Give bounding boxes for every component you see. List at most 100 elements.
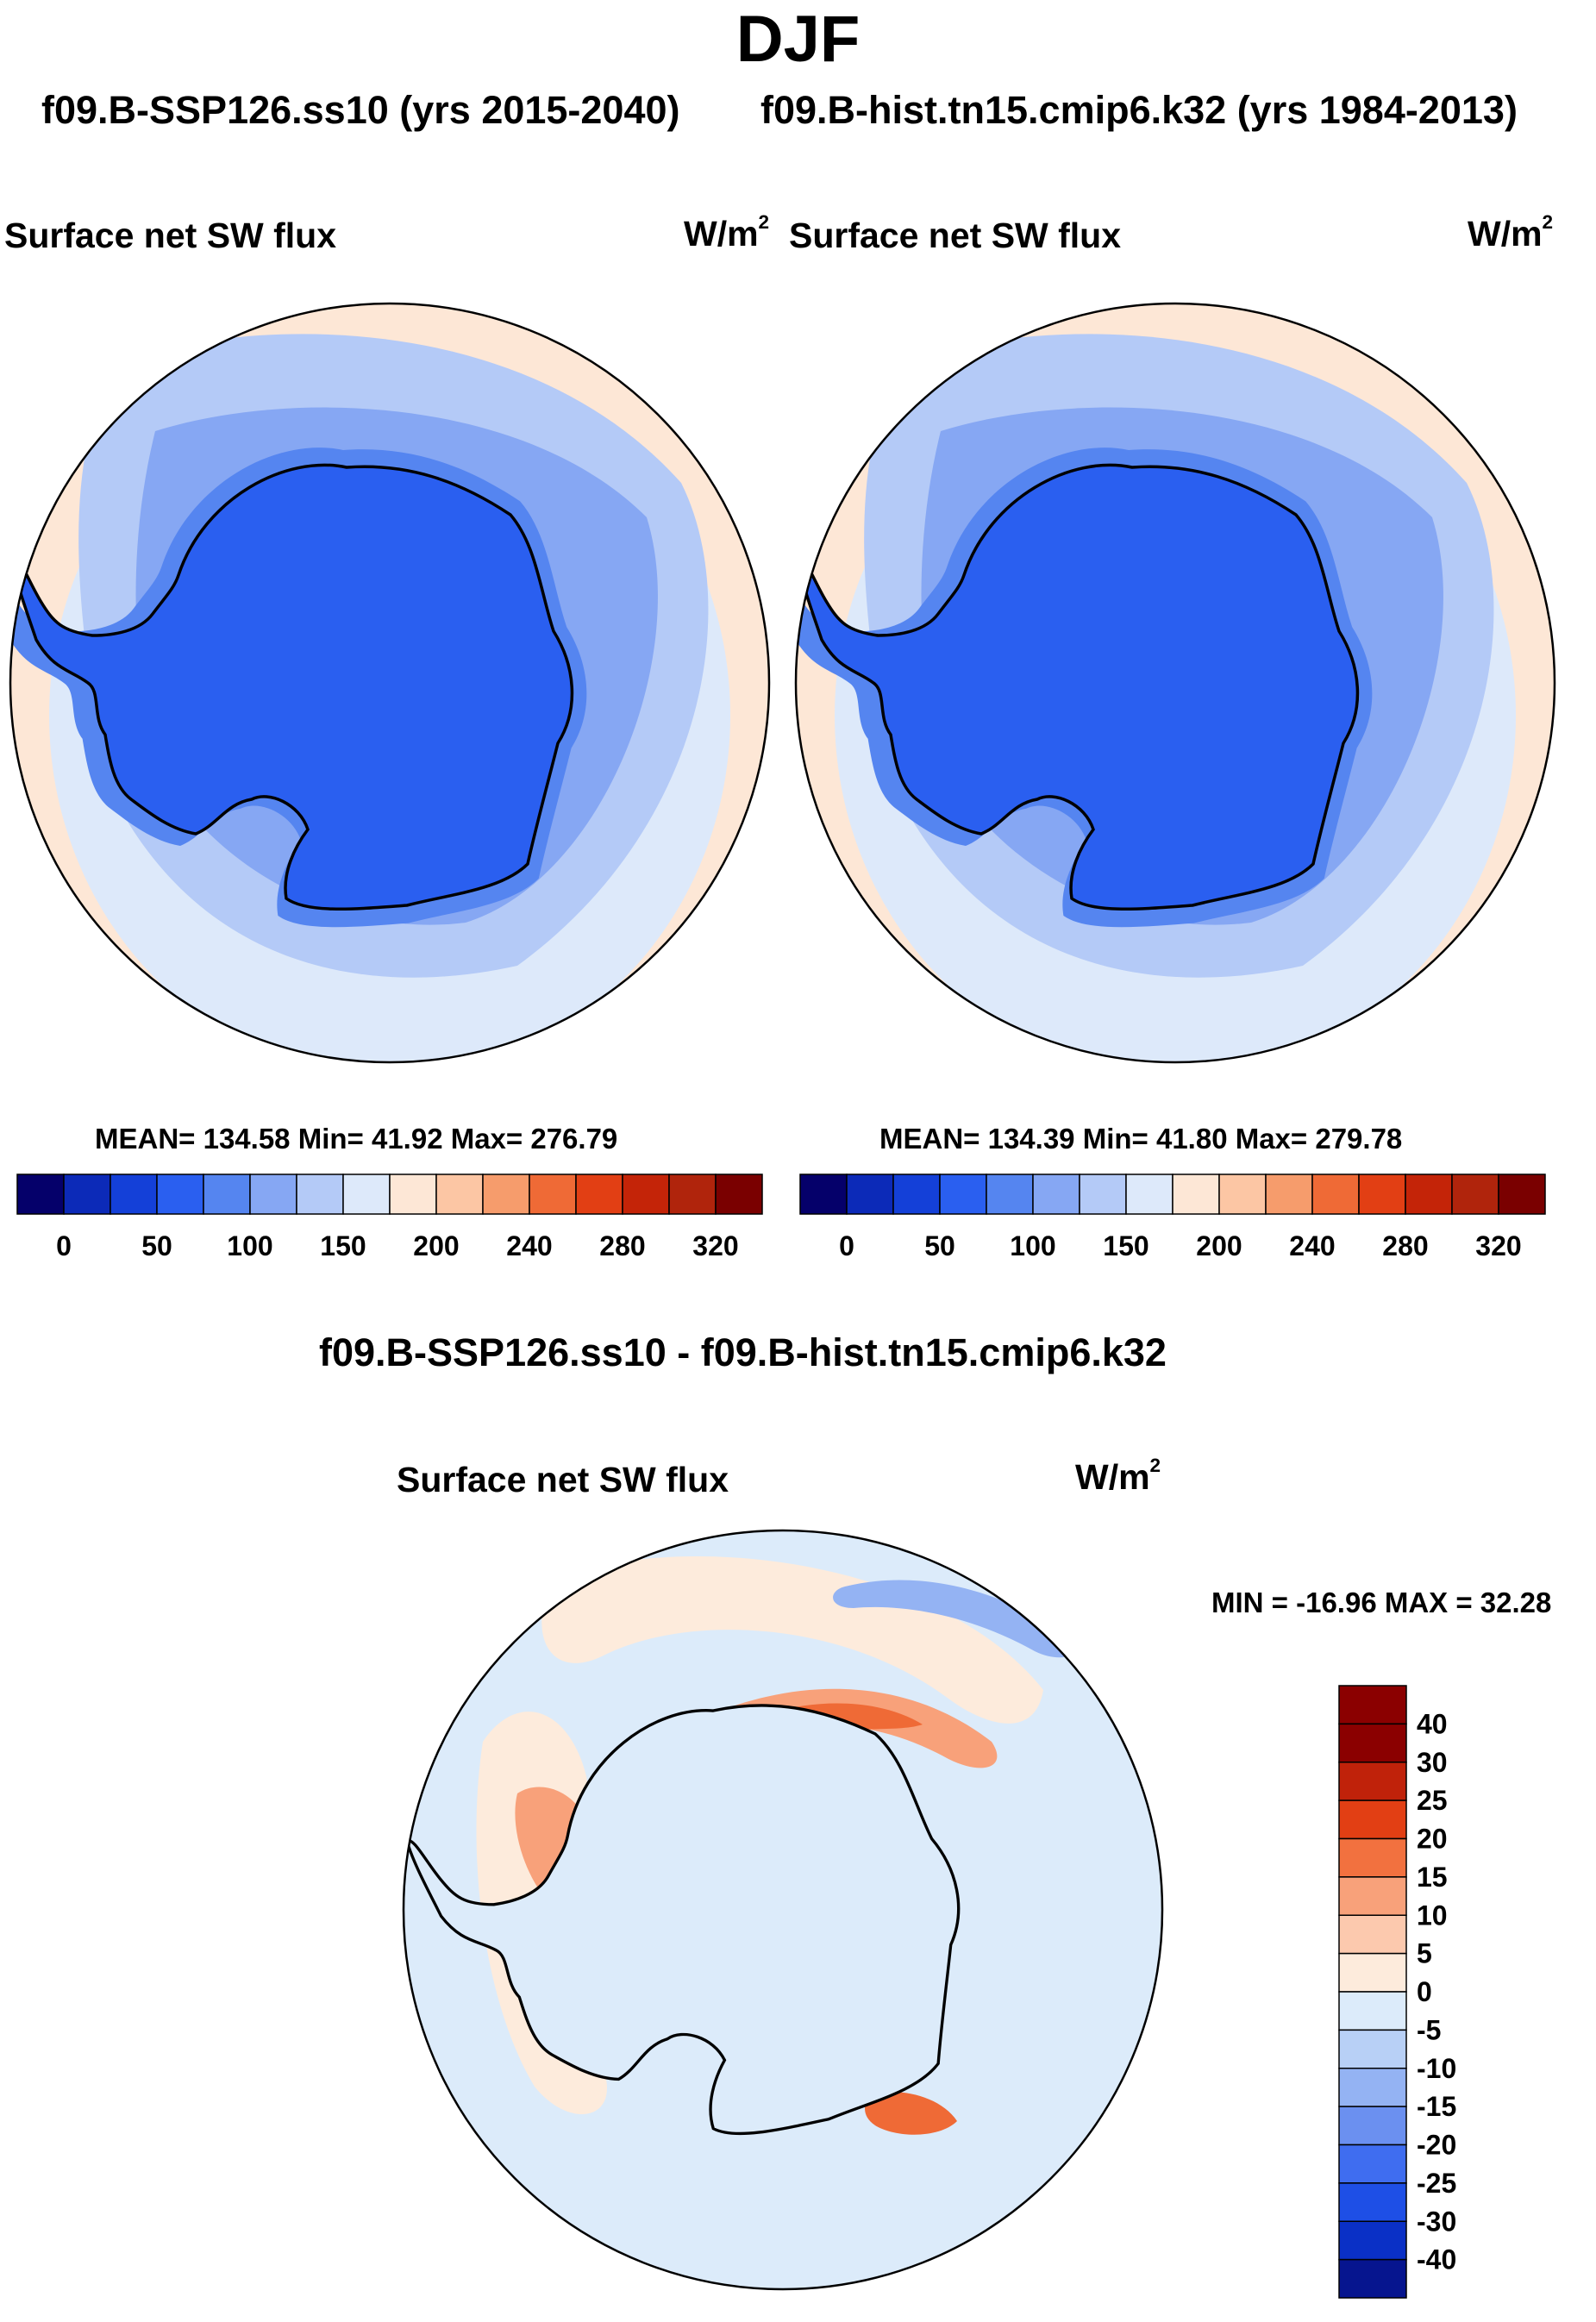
diff-colorbar-tick-label: 5 bbox=[1417, 1938, 1432, 1969]
right-colorbar-cell bbox=[846, 1174, 894, 1215]
left-colorbar-tick-label: 200 bbox=[413, 1230, 459, 1261]
right-colorbar-cell bbox=[1079, 1174, 1127, 1215]
diff-colorbar-cell bbox=[1338, 2258, 1407, 2299]
left-colorbar-cell bbox=[715, 1174, 763, 1215]
left-colorbar-cell bbox=[435, 1174, 484, 1215]
right-colorbar-cell bbox=[1358, 1174, 1406, 1215]
left-colorbar: 0 50 100 150 200 240 280 320 bbox=[16, 1174, 763, 1261]
right-stats: MEAN= 134.39 Min= 41.80 Max= 279.78 bbox=[879, 1123, 1403, 1155]
diff-title: f09.B-SSP126.ss10 - f09.B-hist.tn15.cmip… bbox=[319, 1330, 1167, 1374]
right-colorbar-tick-label: 280 bbox=[1382, 1230, 1428, 1261]
diff-colorbar-tick-label: 40 bbox=[1417, 1708, 1448, 1739]
diff-units-label: W/m2 bbox=[1075, 1454, 1161, 1497]
right-units-label: W/m2 bbox=[1468, 210, 1554, 253]
left-colorbar-cell bbox=[342, 1174, 391, 1215]
diff-colorbar-cell bbox=[1338, 1952, 1407, 1993]
left-units-label: W/m2 bbox=[684, 210, 770, 253]
diff-polar-map bbox=[402, 1529, 1164, 2291]
right-variable-label: Surface net SW flux bbox=[789, 216, 1122, 255]
right-colorbar-tick-label: 50 bbox=[924, 1230, 955, 1261]
diff-colorbar-tick-label: 25 bbox=[1417, 1785, 1448, 1816]
right-polar-map bbox=[794, 302, 1556, 1064]
diff-colorbar-tick-label: -30 bbox=[1417, 2206, 1456, 2237]
diff-colorbar-cell bbox=[1338, 1723, 1407, 1763]
diff-colorbar-cell bbox=[1338, 1876, 1407, 1916]
diff-variable-label: Surface net SW flux bbox=[397, 1460, 729, 1499]
left-variable-label: Surface net SW flux bbox=[4, 216, 337, 255]
right-colorbar-cell bbox=[1032, 1174, 1080, 1215]
diff-colorbar-tick-label: -15 bbox=[1417, 2091, 1456, 2122]
diff-colorbar-tick-label: 0 bbox=[1417, 1976, 1432, 2007]
left-colorbar-cell bbox=[296, 1174, 344, 1215]
diff-colorbar-cell bbox=[1338, 1837, 1407, 1878]
diff-colorbar-tick-label: 10 bbox=[1417, 1900, 1448, 1931]
diff-colorbar-tick-label: 20 bbox=[1417, 1824, 1448, 1855]
right-colorbar-tick-label: 200 bbox=[1196, 1230, 1242, 1261]
diff-colorbar-cell bbox=[1338, 1914, 1407, 1955]
right-colorbar-cell bbox=[1405, 1174, 1453, 1215]
left-colorbar-cell bbox=[16, 1174, 65, 1215]
right-colorbar-tick-label: 0 bbox=[839, 1230, 854, 1261]
diff-colorbar-cell bbox=[1338, 1799, 1407, 1840]
left-colorbar-tick-label: 240 bbox=[506, 1230, 552, 1261]
right-colorbar-cell bbox=[1218, 1174, 1267, 1215]
left-colorbar-tick-label: 280 bbox=[599, 1230, 645, 1261]
left-colorbar-cell bbox=[249, 1174, 297, 1215]
diff-colorbar-cell bbox=[1338, 1685, 1407, 1725]
diff-colorbar-tick-label: -40 bbox=[1417, 2244, 1456, 2275]
left-map-fill bbox=[10, 304, 769, 1062]
diff-colorbar-cell bbox=[1338, 2144, 1407, 2184]
diff-colorbar-tick-label: -25 bbox=[1417, 2168, 1456, 2199]
diff-map-frame bbox=[402, 1529, 1164, 2291]
left-colorbar-cell bbox=[389, 1174, 437, 1215]
left-colorbar-cell bbox=[575, 1174, 623, 1215]
diff-colorbar-tick-label: 15 bbox=[1417, 1862, 1448, 1893]
left-colorbar-tick-label: 0 bbox=[56, 1230, 72, 1261]
diff-colorbar: 40 30 25 20 15 10 5 0 -5 -10 -15 -20 -25 -30 -40 bbox=[1338, 1685, 1456, 2299]
diff-colorbar-cell bbox=[1338, 2106, 1407, 2146]
right-colorbar-tick-label: 320 bbox=[1475, 1230, 1521, 1261]
left-colorbar-tick-label: 320 bbox=[692, 1230, 738, 1261]
right-colorbar-tick-label: 100 bbox=[1010, 1230, 1055, 1261]
left-colorbar-tick-label: 100 bbox=[227, 1230, 272, 1261]
right-colorbar-cell bbox=[986, 1174, 1034, 1215]
left-map-frame bbox=[9, 302, 771, 1064]
left-colorbar-cell bbox=[529, 1174, 577, 1215]
left-colorbar-cell bbox=[482, 1174, 530, 1215]
left-colorbar-tick-label: 150 bbox=[320, 1230, 366, 1261]
right-colorbar-cell bbox=[799, 1174, 848, 1215]
right-colorbar: 0 50 100 150 200 240 280 320 bbox=[799, 1174, 1546, 1261]
diff-colorbar-cell bbox=[1338, 2068, 1407, 2107]
diff-colorbar-cell bbox=[1338, 1991, 1407, 2031]
right-colorbar-tick-label: 150 bbox=[1103, 1230, 1148, 1261]
case-b-label: f09.B-hist.tn15.cmip6.k32 (yrs 1984-2013… bbox=[760, 88, 1518, 132]
diff-colorbar-cell bbox=[1338, 2029, 1407, 2069]
season-title: DJF bbox=[735, 3, 861, 76]
right-colorbar-cell bbox=[1311, 1174, 1360, 1215]
right-colorbar-cell bbox=[892, 1174, 941, 1215]
diff-colorbar-tick-label: -10 bbox=[1417, 2053, 1456, 2084]
left-colorbar-cell bbox=[63, 1174, 111, 1215]
right-colorbar-cell bbox=[1451, 1174, 1499, 1215]
diff-colorbar-tick-label: 30 bbox=[1417, 1747, 1448, 1778]
right-colorbar-tick-label: 240 bbox=[1289, 1230, 1335, 1261]
left-colorbar-cell bbox=[203, 1174, 251, 1215]
diff-minmax: MIN = -16.96 MAX = 32.28 bbox=[1211, 1587, 1552, 1618]
right-map-fill bbox=[796, 304, 1555, 1062]
diff-colorbar-tick-label: -5 bbox=[1417, 2014, 1441, 2045]
diff-colorbar-cell bbox=[1338, 2182, 1407, 2222]
diff-colorbar-tick-label: -20 bbox=[1417, 2130, 1456, 2161]
right-colorbar-cell bbox=[939, 1174, 987, 1215]
left-stats: MEAN= 134.58 Min= 41.92 Max= 276.79 bbox=[95, 1123, 618, 1155]
left-colorbar-cell bbox=[156, 1174, 204, 1215]
left-colorbar-cell bbox=[668, 1174, 717, 1215]
diff-colorbar-cell bbox=[1338, 2220, 1407, 2261]
diff-map-fill bbox=[404, 1530, 1162, 2289]
right-map-frame bbox=[794, 302, 1556, 1064]
case-a-label: f09.B-SSP126.ss10 (yrs 2015-2040) bbox=[41, 88, 680, 132]
right-colorbar-cell bbox=[1265, 1174, 1313, 1215]
diff-colorbar-cell bbox=[1338, 1762, 1407, 1801]
right-colorbar-cell bbox=[1125, 1174, 1174, 1215]
left-colorbar-cell bbox=[622, 1174, 670, 1215]
